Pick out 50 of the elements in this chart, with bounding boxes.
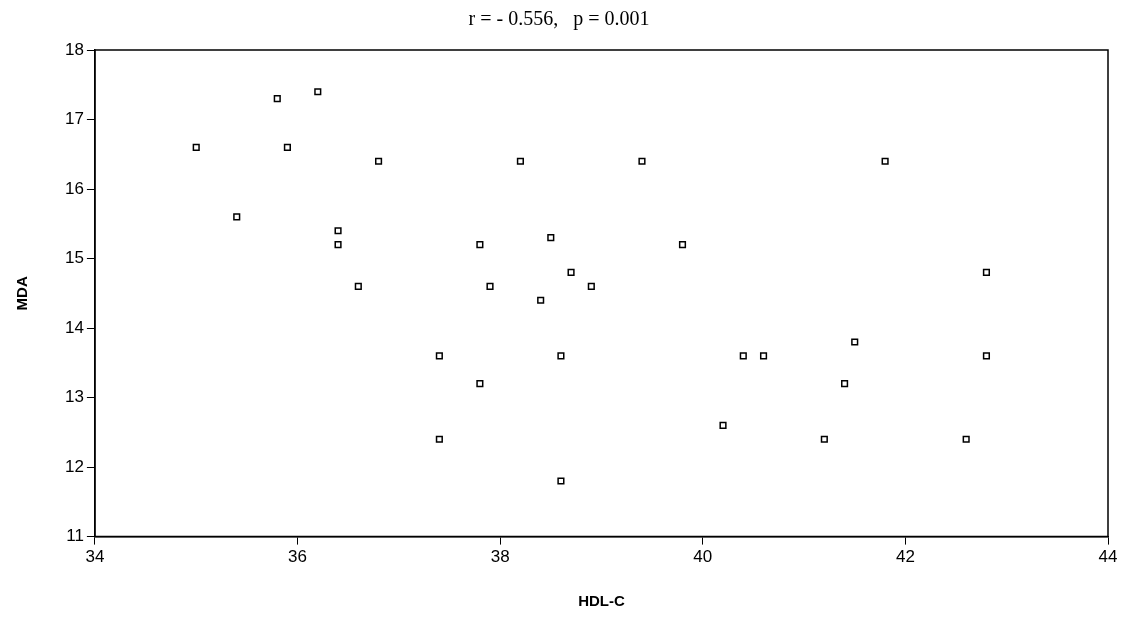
point — [375, 157, 383, 165]
point — [567, 268, 575, 277]
point — [435, 352, 443, 360]
y-tick-label: 11 — [66, 526, 84, 546]
point — [982, 352, 991, 360]
point — [557, 352, 565, 360]
point — [962, 435, 970, 443]
x-tick-label: 44 — [1098, 547, 1118, 567]
y-tick-label: 17 — [64, 109, 84, 129]
x-tick-label: 40 — [693, 547, 713, 567]
point — [435, 435, 443, 443]
point — [233, 213, 241, 221]
point — [739, 352, 747, 360]
point — [820, 435, 828, 443]
y-tick-label: 15 — [64, 248, 84, 268]
point — [678, 241, 687, 249]
y-tick-label: 18 — [64, 39, 84, 59]
y-tick-label: 12 — [64, 456, 84, 476]
point — [354, 282, 362, 290]
point — [516, 157, 524, 165]
point — [841, 380, 849, 388]
x-tick-label: 38 — [490, 547, 510, 567]
point — [537, 296, 545, 304]
x-tick-label: 42 — [895, 547, 915, 567]
point — [982, 268, 991, 277]
point — [557, 477, 565, 485]
y-axis-title: MDA — [13, 276, 31, 311]
y-tick-label: 16 — [64, 178, 84, 198]
point — [719, 421, 727, 429]
point — [486, 282, 494, 290]
y-tick-label: 13 — [64, 387, 84, 407]
point — [881, 157, 889, 165]
point — [314, 88, 322, 96]
point — [192, 143, 200, 151]
x-tick-label: 34 — [85, 547, 105, 567]
point — [273, 95, 281, 103]
point — [547, 234, 555, 242]
y-tick-label: 14 — [64, 317, 84, 337]
point — [476, 380, 484, 388]
point — [851, 338, 859, 346]
point — [283, 143, 291, 151]
point — [638, 157, 646, 165]
x-tick-label: 36 — [288, 547, 307, 567]
point — [759, 352, 768, 360]
point — [334, 227, 342, 235]
chart-title: r = - 0.556, p = 0.001 — [468, 7, 650, 31]
point — [334, 241, 342, 249]
x-axis-title: HDL-C — [578, 592, 625, 610]
point — [476, 241, 484, 249]
point — [587, 282, 595, 290]
